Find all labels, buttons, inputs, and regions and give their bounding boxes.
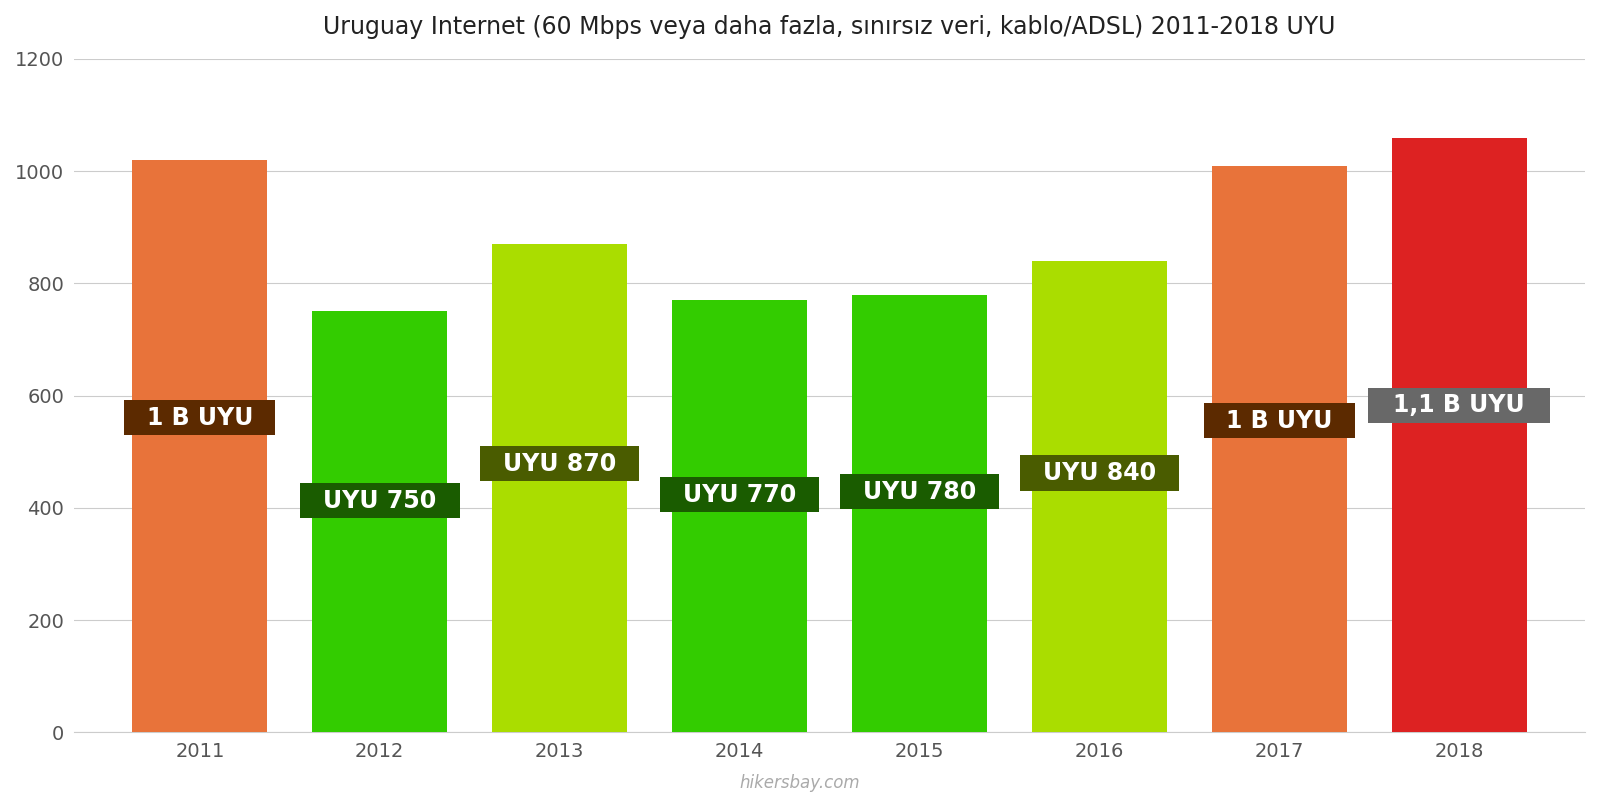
Text: UYU 870: UYU 870: [502, 452, 616, 476]
Text: UYU 750: UYU 750: [323, 489, 437, 513]
Text: 1 B UYU: 1 B UYU: [1226, 409, 1333, 433]
Text: hikersbay.com: hikersbay.com: [739, 774, 861, 792]
Text: UYU 870: UYU 870: [502, 452, 616, 476]
FancyBboxPatch shape: [125, 400, 275, 435]
Bar: [493, 244, 627, 732]
Text: 1 B UYU: 1 B UYU: [1226, 409, 1333, 433]
Text: 1,1 B UYU: 1,1 B UYU: [1394, 393, 1525, 417]
Title: Uruguay Internet (60 Mbps veya daha fazla, sınırsız veri, kablo/ADSL) 2011-2018 : Uruguay Internet (60 Mbps veya daha fazl…: [323, 15, 1336, 39]
Text: 1,1 B UYU: 1,1 B UYU: [1394, 393, 1525, 417]
Text: 1 B UYU: 1 B UYU: [147, 406, 253, 430]
Bar: [1032, 261, 1166, 732]
Text: UYU 840: UYU 840: [1043, 461, 1155, 485]
Bar: [1392, 138, 1526, 732]
FancyBboxPatch shape: [480, 446, 640, 482]
Text: UYU 780: UYU 780: [862, 479, 976, 503]
Text: UYU 780: UYU 780: [862, 479, 976, 503]
FancyBboxPatch shape: [659, 477, 819, 512]
FancyBboxPatch shape: [1203, 403, 1355, 438]
Bar: [312, 311, 448, 732]
Bar: [1211, 166, 1347, 732]
Bar: [133, 160, 267, 732]
FancyBboxPatch shape: [299, 483, 459, 518]
Bar: [672, 300, 806, 732]
Bar: [851, 294, 987, 732]
Text: UYU 750: UYU 750: [323, 489, 437, 513]
Text: UYU 770: UYU 770: [683, 482, 797, 506]
Text: UYU 840: UYU 840: [1043, 461, 1155, 485]
FancyBboxPatch shape: [1019, 455, 1179, 490]
FancyBboxPatch shape: [840, 474, 1000, 509]
FancyBboxPatch shape: [1368, 387, 1550, 422]
Text: UYU 770: UYU 770: [683, 482, 797, 506]
Text: 1 B UYU: 1 B UYU: [147, 406, 253, 430]
